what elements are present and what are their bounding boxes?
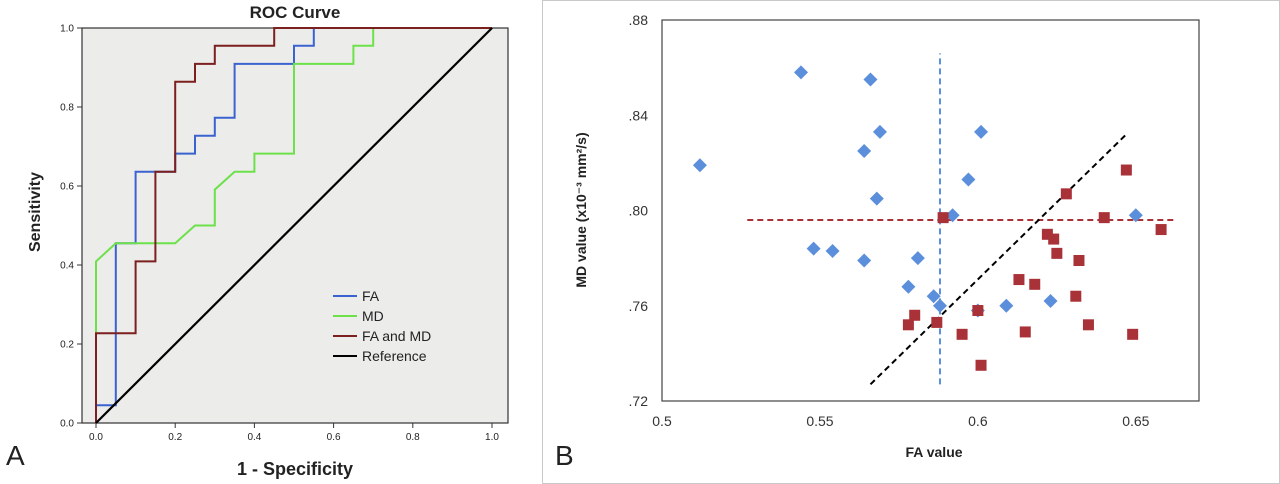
x-tick-label: 0.5 — [652, 413, 672, 429]
diamond-point — [857, 143, 872, 158]
square-point — [1029, 278, 1041, 290]
square-point — [1060, 188, 1072, 200]
square-point — [1155, 224, 1167, 236]
square-point — [1127, 328, 1139, 340]
x-tick-label: 0.0 — [89, 432, 103, 443]
x-tick-label: 0.55 — [806, 413, 833, 429]
panel-label-b: B — [555, 440, 574, 471]
diamond-point — [961, 172, 976, 187]
x-tick-label: 0.6 — [327, 432, 341, 443]
square-point — [1070, 290, 1082, 302]
roc-chart: ROC Curve 0.0 0.2 0.4 0.6 0.8 1.0 0.0 0.2 0.4 0.6 0… — [27, 3, 509, 479]
square-point — [1120, 164, 1132, 176]
y-tick-label: 1.0 — [60, 24, 74, 35]
legend-label-md: MD — [362, 308, 384, 324]
y-tick-label: .80 — [629, 203, 649, 219]
square-point — [956, 328, 968, 340]
square-point — [931, 316, 943, 328]
y-axis-label: Sensitivity — [27, 172, 44, 252]
y-tick-label: 0.4 — [60, 261, 74, 272]
square-point — [1019, 326, 1031, 338]
x-tick-label: 0.65 — [1122, 413, 1149, 429]
square-point — [1041, 228, 1053, 240]
y-tick-label: .72 — [629, 393, 649, 409]
x-axis-label: FA value — [905, 444, 962, 460]
diamond-point — [863, 72, 878, 87]
x-tick-label: 0.4 — [247, 432, 261, 443]
plot-area — [661, 19, 1200, 402]
diamond-point — [932, 298, 947, 313]
diamond-point — [1128, 208, 1143, 223]
x-tick-label: 0.6 — [968, 413, 988, 429]
square-point — [909, 309, 921, 321]
square-point — [1098, 212, 1110, 224]
diamond-point — [857, 253, 872, 268]
square-point — [1073, 255, 1085, 267]
y-tick-label: .76 — [629, 298, 649, 314]
square-point — [1051, 247, 1063, 259]
legend-label-fa-and-md: FA and MD — [362, 328, 431, 344]
x-tick-label: 0.2 — [168, 432, 182, 443]
panel-b: 0.5 0.55 0.6 0.65 .72 .76 .80 .84 .88 FA value MD … — [542, 0, 1280, 484]
diamond-point — [869, 191, 884, 206]
y-axis-label: MD value (x10⁻³ mm²/s) — [573, 132, 589, 287]
x-tick-label: 0.8 — [406, 432, 420, 443]
square-point — [937, 212, 949, 224]
series-line-reference — [95, 27, 493, 424]
diamond-point — [910, 251, 925, 266]
diamond-point — [901, 279, 916, 294]
diamond-point — [692, 158, 707, 173]
diamond-point — [872, 124, 887, 139]
square-point — [1082, 319, 1094, 331]
y-tick-label: 0.2 — [60, 340, 74, 351]
y-tick-label: 0.0 — [60, 419, 74, 430]
diamond-point — [806, 241, 821, 256]
chart-title: ROC Curve — [250, 3, 341, 22]
diamond-point — [825, 243, 840, 258]
square-point — [975, 359, 987, 371]
square-point — [1048, 233, 1060, 245]
series-line-md — [95, 27, 492, 423]
scatter-chart: 0.5 0.55 0.6 0.65 .72 .76 .80 .84 .88 FA value MD … — [542, 0, 1280, 484]
diamond-point — [793, 65, 808, 80]
x-axis-label: 1 - Specificity — [237, 459, 353, 479]
diamond-point — [926, 289, 941, 304]
diamond-point — [1043, 293, 1058, 308]
panel-a: ROC Curve 0.0 0.2 0.4 0.6 0.8 1.0 0.0 0.2 0.4 0.6 0… — [0, 0, 540, 484]
y-tick-label: .84 — [629, 107, 649, 123]
square-point — [1013, 274, 1025, 286]
diamond-point — [945, 208, 960, 223]
series-line-fa-and-md — [95, 27, 492, 423]
legend-label-fa: FA — [362, 288, 380, 304]
y-tick-label: .88 — [629, 12, 649, 28]
y-tick-label: 0.6 — [60, 182, 74, 193]
legend-label-reference: Reference — [362, 348, 427, 364]
y-tick-label: 0.8 — [60, 103, 74, 114]
panel-label-a: A — [6, 440, 25, 471]
square-point — [902, 319, 914, 331]
diamond-point — [974, 124, 989, 139]
square-point — [972, 305, 984, 317]
x-tick-label: 1.0 — [485, 432, 499, 443]
diamond-point — [999, 298, 1014, 313]
